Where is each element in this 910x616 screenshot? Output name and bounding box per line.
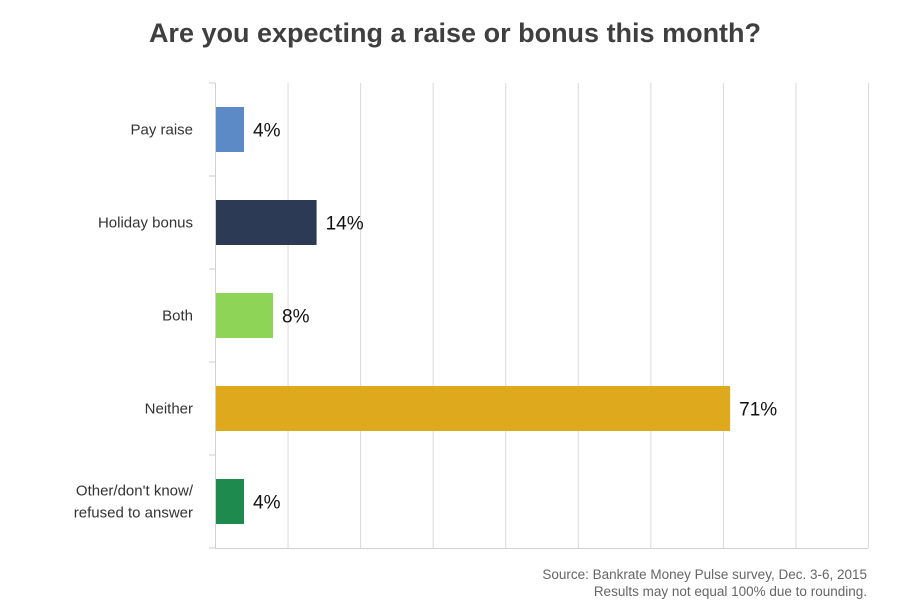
data-label: 71%	[739, 400, 777, 421]
category-label: Neither	[145, 401, 193, 418]
source-note: Source: Bankrate Money Pulse survey, Dec…	[542, 566, 867, 600]
data-label: 4%	[253, 121, 281, 142]
data-label: 4%	[253, 493, 281, 514]
category-label: refused to answer	[74, 505, 193, 522]
bar	[216, 386, 731, 431]
rounding-note: Results may not equal 100% due to roundi…	[593, 584, 867, 599]
bar	[216, 200, 317, 245]
bar	[216, 293, 274, 338]
data-label: 8%	[282, 307, 310, 328]
chart-title: Are you expecting a raise or bonus this …	[148, 18, 762, 48]
bar	[216, 479, 245, 524]
category-label: Pay raise	[130, 122, 193, 139]
data-label: 14%	[326, 214, 364, 235]
category-label: Other/don't know/	[76, 483, 194, 500]
source-line: Source: Bankrate Money Pulse survey, Dec…	[542, 567, 867, 582]
category-label: Holiday bonus	[98, 215, 193, 232]
bar	[216, 107, 245, 152]
category-label: Both	[162, 308, 193, 325]
